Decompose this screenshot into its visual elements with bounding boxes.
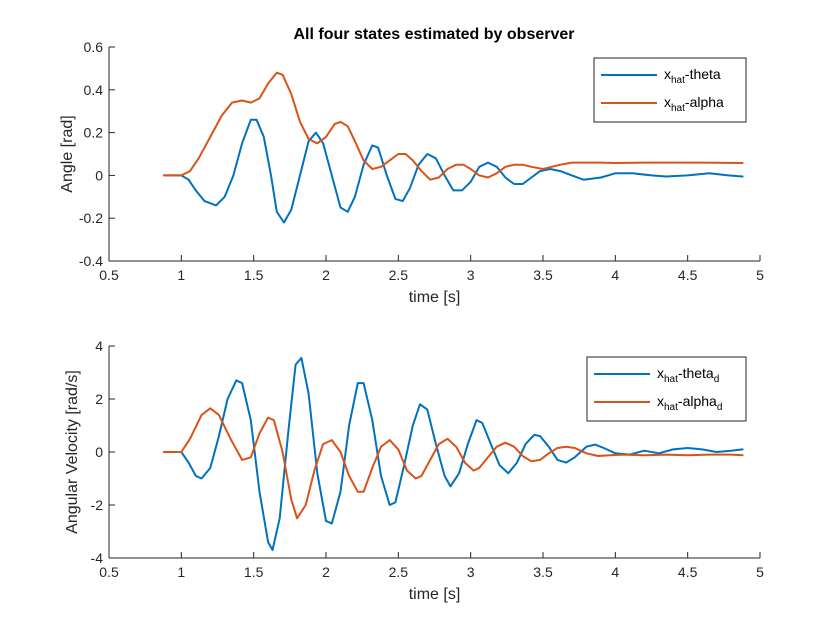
- x-tick-label: 3.5: [533, 564, 553, 580]
- y-tick-label: 0: [95, 444, 103, 460]
- y-tick-label: 0.4: [84, 82, 104, 98]
- x-tick-label: 3: [467, 267, 475, 283]
- x-tick-label: 4.5: [678, 564, 698, 580]
- x-tick-label: 5: [756, 564, 764, 580]
- y-tick-label: -0.2: [79, 210, 103, 226]
- legend: xhat-thetad xhat-alphad: [586, 356, 747, 422]
- y-tick-label: 4: [95, 338, 103, 354]
- y-tick-label: 0.6: [84, 39, 104, 55]
- x-tick-label: 4: [611, 564, 619, 580]
- x-tick-label: 1: [177, 267, 185, 283]
- series-line-alpha: [163, 71, 744, 181]
- y-tick-label: 0: [95, 167, 103, 183]
- x-tick-label: 2.5: [389, 267, 409, 283]
- y-tick-label: -0.4: [79, 253, 103, 269]
- x-tick-label: 2.5: [389, 564, 409, 580]
- x-tick-label: 5: [756, 267, 764, 283]
- figure-title: All four states estimated by observer: [294, 26, 575, 43]
- y-axis-label: Angle [rad]: [59, 115, 76, 192]
- x-tick-label: 0.5: [99, 564, 119, 580]
- legend-box: [586, 356, 747, 422]
- y-tick-label: 0.2: [84, 125, 104, 141]
- x-tick-label: 3: [467, 564, 475, 580]
- y-tick-label: -2: [91, 497, 104, 513]
- legend: xhat-theta xhat-alpha: [593, 57, 747, 123]
- x-axis-label: time [s]: [409, 586, 461, 603]
- legend-entry-label: xhat-alpha: [664, 94, 724, 114]
- x-tick-label: 1.5: [244, 267, 264, 283]
- series-line-alpha: [163, 407, 744, 520]
- legend-box: [593, 57, 747, 123]
- angular-velocity-axes: 0.5 1 1.5 2 2.5 3 3.5 4 4.5 5 -4 -2 0 2 4 time [s] Angul…: [64, 338, 764, 603]
- y-axis-label: Angular Velocity [rad/s]: [64, 370, 81, 534]
- x-tick-label: 1.5: [244, 564, 264, 580]
- x-tick-label: 1: [177, 564, 185, 580]
- angle-axes: 0.5 1 1.5 2 2.5 3 3.5 4 4.5 5 -0.4 -0.2 0 0.2 0.4 0.6 ti…: [59, 39, 764, 306]
- x-tick-label: 4.5: [678, 267, 698, 283]
- x-tick-label: 2: [322, 267, 330, 283]
- x-tick-label: 4: [611, 267, 619, 283]
- legend-entry-label: xhat-theta: [664, 66, 721, 86]
- y-tick-label: 2: [95, 391, 103, 407]
- x-tick-label: 2: [322, 564, 330, 580]
- x-tick-label: 3.5: [533, 267, 553, 283]
- series-line-theta: [163, 118, 744, 224]
- series-line-theta: [163, 356, 744, 551]
- y-tick-label: -4: [91, 550, 104, 566]
- x-tick-label: 0.5: [99, 267, 119, 283]
- legend-entry-label: xhat-thetad: [657, 365, 719, 385]
- x-axis-label: time [s]: [409, 289, 461, 306]
- legend-entry-label: xhat-alphad: [657, 393, 722, 413]
